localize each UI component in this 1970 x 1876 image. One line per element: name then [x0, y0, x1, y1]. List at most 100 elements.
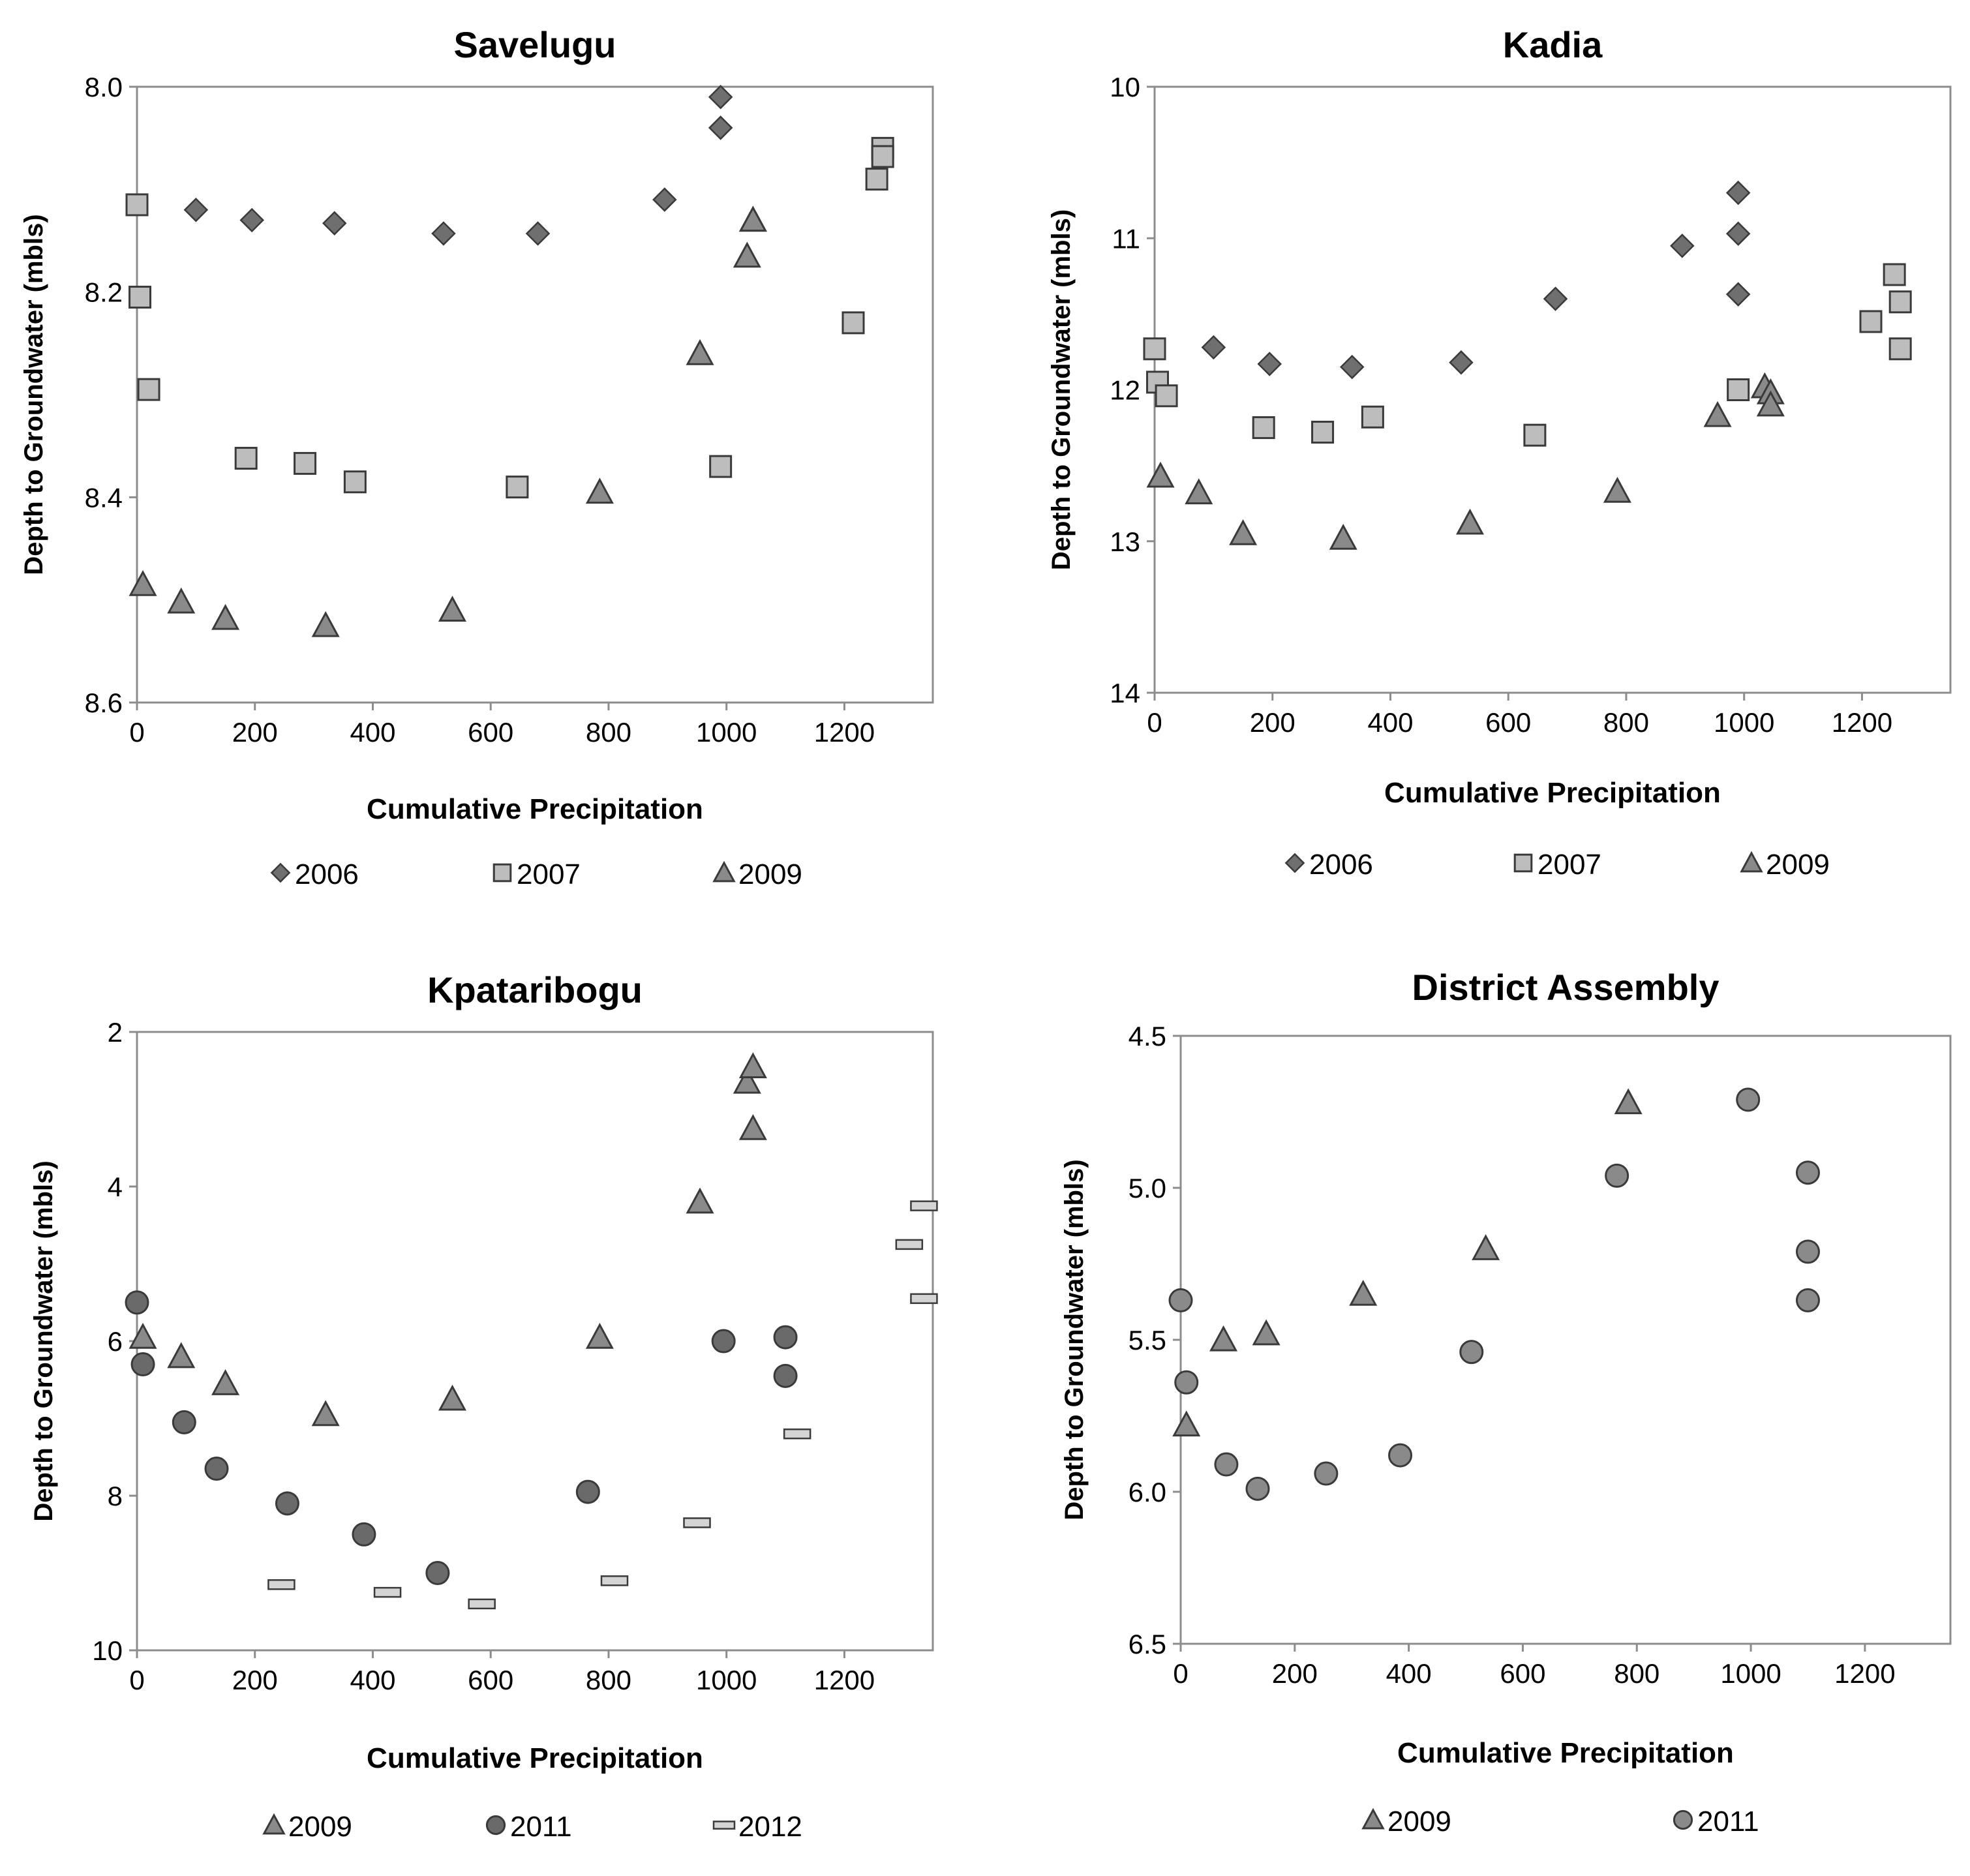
plot-area: [1153, 85, 1952, 694]
x-tick-label: 200: [1250, 707, 1296, 738]
chart-panel-1: Savelugu 8.0 8.2 8.4 8.60 200 400 600 800 1000 120…: [20, 24, 934, 890]
legend-label-2009: 2009: [288, 1811, 352, 1843]
series-2006: [1201, 180, 1751, 380]
legend-label-2009: 2009: [1387, 1806, 1451, 1838]
y-axis-label: Depth to Groundwater (mbls): [1060, 1159, 1089, 1520]
data-point-2009: [686, 339, 714, 365]
data-point-2012: [895, 1239, 924, 1250]
chart-title: Kadia: [1503, 24, 1603, 65]
y-tick-label: 2: [108, 1017, 123, 1048]
y-tick-label: 8.6: [85, 688, 123, 718]
data-point-2009: [1252, 1319, 1280, 1346]
series-2012: [267, 1200, 938, 1610]
data-point-2006: [322, 211, 347, 236]
x-tick-label: 1000: [1720, 1658, 1781, 1689]
x-tick-label: 400: [1367, 707, 1413, 738]
data-point-2009: [1329, 523, 1357, 550]
data-point-2006: [431, 221, 456, 246]
plot-area: [136, 85, 934, 704]
data-point-2012: [683, 1517, 711, 1528]
data-point-2009: [1146, 461, 1175, 488]
data-point-2009: [129, 569, 157, 596]
data-point-2007: [137, 378, 160, 401]
data-point-2011: [773, 1325, 798, 1350]
y-axis-label: Depth to Groundwater (mbls): [29, 1160, 58, 1521]
data-point-2007: [1523, 423, 1547, 447]
data-point-2006: [1725, 180, 1751, 205]
data-point-2007: [709, 455, 733, 478]
x-tick-label: 800: [586, 717, 631, 748]
data-point-2009: [167, 1342, 196, 1369]
y-tick-label: 14: [1110, 678, 1140, 708]
data-point-2011: [711, 1329, 736, 1354]
data-point-2006: [1339, 354, 1365, 380]
x-tick-label: 400: [350, 717, 395, 748]
data-point-2006: [708, 115, 733, 140]
data-point-2012: [267, 1579, 296, 1590]
x-tick-label: 600: [1500, 1658, 1545, 1689]
chart-panel-2: Kadia 10 11 12 13 140 200 400 600 800 1000 1200 Cumu…: [1047, 24, 1952, 881]
y-tick-label: 8.4: [85, 482, 123, 513]
data-point-2006: [1257, 352, 1282, 376]
legend: 2006 2007 2009: [1284, 849, 1830, 881]
y-tick-label: 12: [1110, 375, 1140, 406]
y-tick-label: 6.5: [1129, 1629, 1166, 1659]
series-2007: [125, 136, 894, 499]
series-2011: [125, 1290, 798, 1585]
data-point-2009: [311, 1400, 340, 1427]
data-point-2006: [183, 198, 209, 222]
x-tick-label: 800: [586, 1665, 631, 1695]
data-point-2009: [1349, 1279, 1378, 1306]
data-point-2009: [585, 1322, 614, 1349]
legend-marker-2009: [1361, 1808, 1385, 1830]
data-point-2011: [1795, 1160, 1820, 1185]
data-point-2011: [773, 1363, 798, 1388]
legend-label-2011: 2011: [510, 1811, 572, 1843]
y-tick-label: 13: [1110, 526, 1140, 557]
x-tick-label: 0: [1173, 1658, 1188, 1689]
data-point-2009: [438, 596, 466, 622]
chart-title: Kpataribogu: [427, 969, 643, 1010]
x-tick-label: 800: [1603, 707, 1649, 738]
data-point-2007: [1888, 290, 1912, 314]
data-point-2011: [1605, 1163, 1629, 1188]
data-point-2009: [585, 477, 614, 504]
data-point-2006: [1543, 286, 1568, 311]
x-axis-label: Cumulative Precipitation: [1384, 777, 1721, 809]
x-tick-label: 200: [232, 1665, 278, 1695]
data-point-2006: [1670, 234, 1695, 258]
x-tick-label: 400: [350, 1665, 395, 1695]
data-point-2011: [1174, 1370, 1199, 1395]
series-2009: [1172, 1088, 1643, 1437]
y-tick-label: 6.0: [1129, 1477, 1166, 1507]
data-point-2006: [708, 84, 733, 110]
data-point-2011: [275, 1491, 299, 1516]
legend-marker-2007: [1513, 853, 1533, 873]
data-point-2007: [1888, 337, 1912, 361]
data-point-2009: [738, 205, 767, 232]
data-point-2006: [239, 207, 264, 233]
data-point-2007: [125, 193, 149, 217]
series-2011: [1168, 1087, 1820, 1501]
legend-label-2009: 2009: [1766, 849, 1830, 881]
data-point-2009: [1185, 478, 1213, 505]
x-tick-label: 1200: [1834, 1658, 1895, 1689]
legend-label-2006: 2006: [295, 858, 359, 890]
data-point-2009: [129, 1322, 157, 1349]
y-axis-label: Depth to Groundwater (mbls): [1047, 209, 1076, 570]
x-axis-label: Cumulative Precipitation: [1397, 1737, 1734, 1769]
data-point-2009: [1703, 401, 1732, 427]
legend-marker-2009: [712, 860, 736, 883]
data-point-2009: [1229, 519, 1258, 545]
data-point-2007: [841, 311, 865, 335]
data-point-2011: [1168, 1288, 1193, 1312]
x-tick-label: 0: [129, 1665, 144, 1695]
data-point-2012: [468, 1598, 496, 1610]
legend-marker-2011: [485, 1815, 506, 1836]
chart-panel-3: Kpataribogu 2 4 6 8 100 200 400 600 800 1000 1200 Cu…: [29, 969, 938, 1843]
legend-marker-2007: [492, 863, 512, 883]
data-point-2007: [865, 168, 888, 191]
series-2007: [1143, 263, 1912, 447]
y-tick-label: 4.5: [1129, 1021, 1166, 1051]
x-tick-label: 1000: [696, 1665, 757, 1695]
